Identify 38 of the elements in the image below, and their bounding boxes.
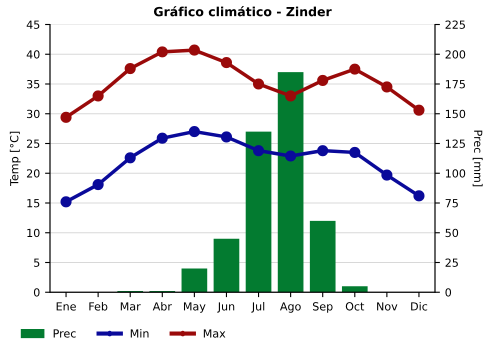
y-tick-label: 25 (26, 139, 40, 148)
y-tick-label: 10 (27, 228, 40, 238)
y2-tick-label: 75 (446, 199, 458, 208)
y2-tick-label: 175 (446, 80, 465, 88)
y2-tick-label: 200 (446, 50, 466, 59)
y-tick-label: 5 (34, 258, 40, 267)
x-tick-label: Mar (120, 302, 141, 311)
x-tick-label: Dic (411, 302, 428, 311)
x-tick-label: Oct (346, 302, 364, 311)
x-tick-label: Feb (89, 302, 108, 311)
y2-tick-label: 125 (446, 139, 465, 148)
legend-label: Max (204, 329, 226, 338)
y-tick-label: 40 (26, 50, 40, 59)
legend-label: Min (130, 329, 148, 338)
y2-tick-label: 25 (446, 258, 458, 267)
chart-title: Gráfico climático - Zinder (154, 6, 332, 16)
x-tick-label: Nov (377, 302, 398, 311)
y2-tick-label: 50 (446, 228, 458, 238)
y-tick-label: 20 (26, 169, 40, 178)
y-tick-label: 0 (34, 288, 40, 297)
y2-tick-label: 0 (445, 288, 452, 297)
y-axis-title: Temp [°C] (10, 132, 21, 186)
x-tick-label: Jun (217, 302, 234, 313)
legend-label: Prec (54, 329, 76, 338)
y2-tick-label: 100 (446, 169, 466, 178)
x-tick-label: Ago (280, 302, 301, 313)
x-tick-label: Sep (312, 302, 333, 313)
y-tick-label: 30 (26, 110, 40, 118)
y2-axis-title: Prec [mm] (472, 130, 483, 186)
y-tick-label: 15 (27, 199, 40, 208)
y-tick-label: 35 (26, 80, 40, 88)
x-tick-label: May (184, 302, 206, 313)
y2-tick-label: 225 (446, 20, 465, 29)
y2-tick-label: 150 (446, 110, 466, 118)
y-tick-label: 45 (26, 20, 40, 29)
x-tick-label: Abr (152, 302, 172, 311)
x-tick-label: Jul (251, 302, 264, 313)
x-tick-label: Ene (56, 302, 76, 311)
